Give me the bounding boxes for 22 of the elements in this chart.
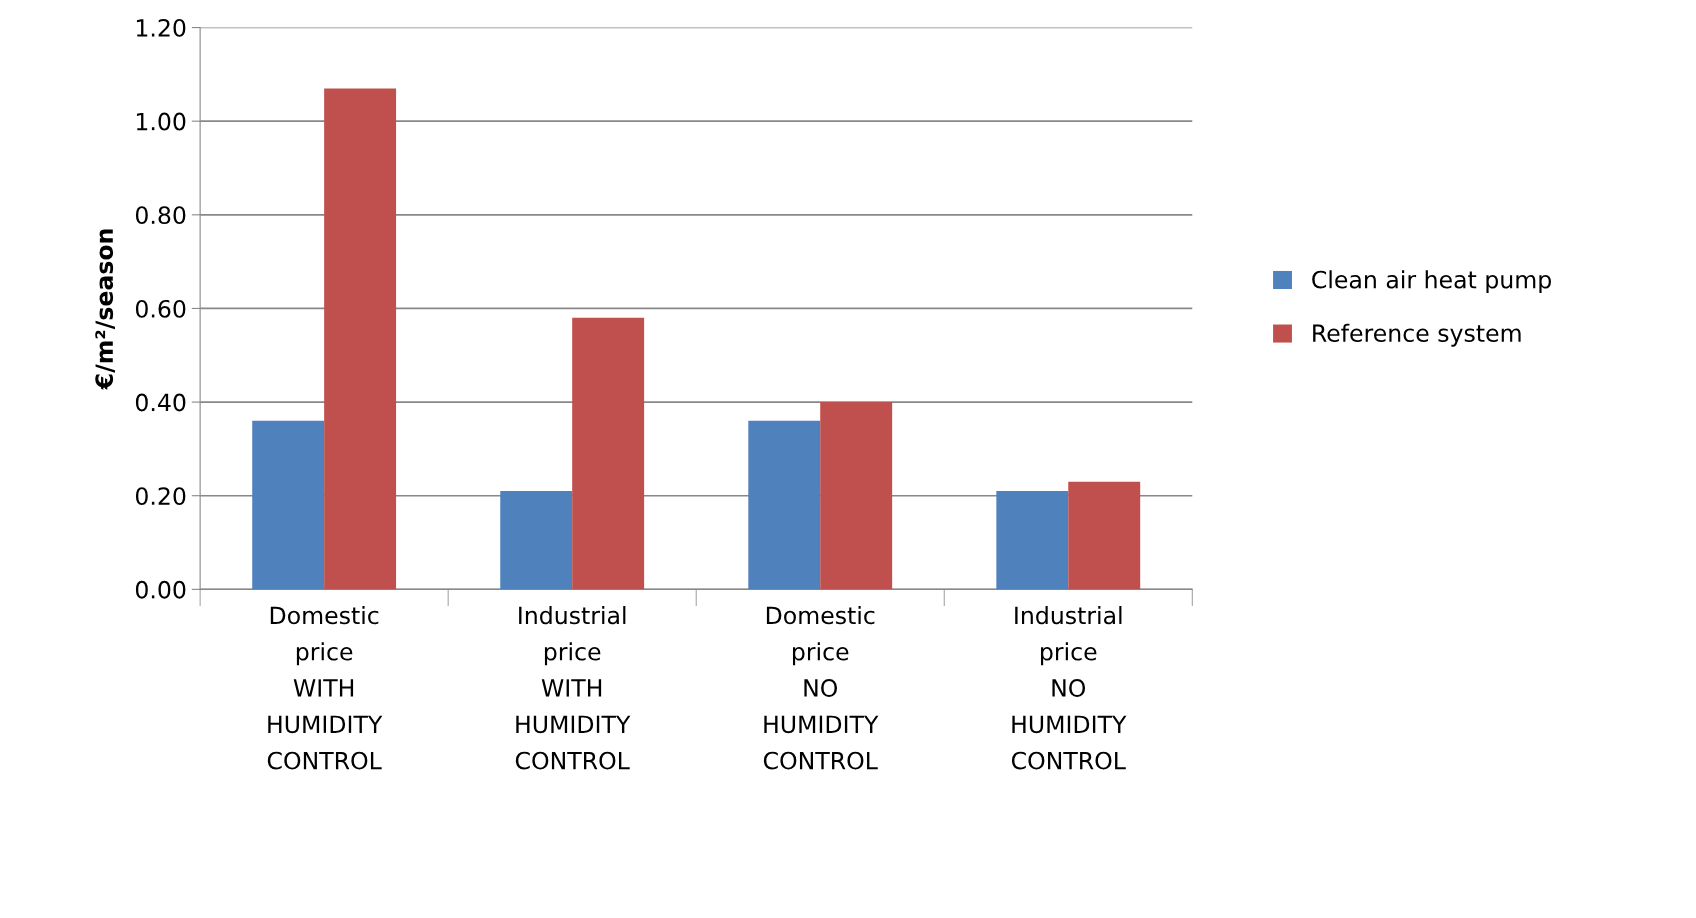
bar xyxy=(748,420,821,590)
y-tick-label: 0.00 xyxy=(135,580,186,599)
y-tick-label: 0.80 xyxy=(135,206,186,225)
bar xyxy=(500,491,573,590)
bar xyxy=(820,402,893,590)
y-tick-label: 0.60 xyxy=(135,299,186,318)
x-tick-label: Domestic price WITH HUMIDITY CONTROL xyxy=(267,606,383,770)
bar xyxy=(996,491,1069,590)
bar xyxy=(1068,481,1141,590)
bar xyxy=(252,420,325,590)
x-tick-label: Domestic price NO HUMIDITY CONTROL xyxy=(763,606,879,770)
y-tick-label: 0.20 xyxy=(135,487,186,506)
bar xyxy=(572,317,645,590)
bar xyxy=(324,88,397,590)
legend-label: Reference system xyxy=(1313,323,1521,347)
legend-label: Clean air heat pump xyxy=(1312,270,1551,294)
x-tick-label: Industrial price NO HUMIDITY CONTROL xyxy=(1011,606,1127,770)
y-axis-title: €/m²/season xyxy=(95,229,115,390)
y-tick-label: 0.40 xyxy=(135,393,186,412)
y-tick-label: 1.00 xyxy=(136,112,186,131)
x-tick-label: Industrial price WITH HUMIDITY CONTROL xyxy=(515,606,631,770)
y-tick-label: 1.20 xyxy=(136,18,186,37)
